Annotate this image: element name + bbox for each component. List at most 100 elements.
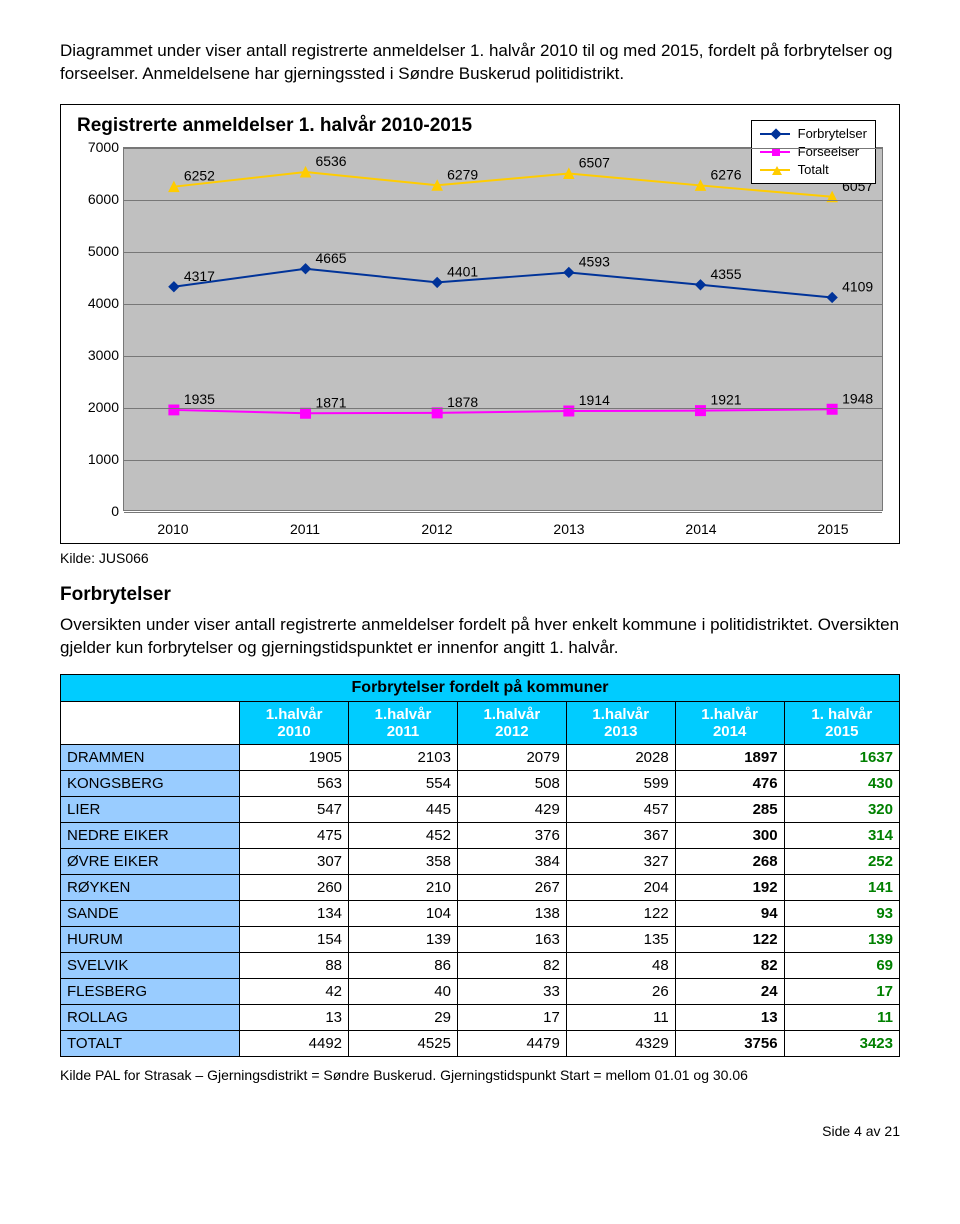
table-cell: 154	[240, 926, 349, 952]
svg-text:1914: 1914	[579, 392, 610, 408]
table-cell: 163	[457, 926, 566, 952]
x-tick: 2012	[421, 521, 452, 537]
table-cell: 93	[784, 900, 899, 926]
y-tick: 4000	[65, 295, 119, 311]
table-row-label: ØVRE EIKER	[61, 848, 240, 874]
table-cell: 94	[675, 900, 784, 926]
table-cell: 3756	[675, 1030, 784, 1056]
table-row-label: SVELVIK	[61, 952, 240, 978]
table-cell: 139	[784, 926, 899, 952]
table-cell: 563	[240, 770, 349, 796]
table-cell: 42	[240, 978, 349, 1004]
table-cell: 268	[675, 848, 784, 874]
table-cell: 11	[566, 1004, 675, 1030]
table-cell: 17	[457, 1004, 566, 1030]
legend-item: Forbrytelser	[760, 125, 867, 143]
table-row-label: LIER	[61, 796, 240, 822]
y-tick: 2000	[65, 399, 119, 415]
table-cell: 445	[349, 796, 458, 822]
table-cell: 11	[784, 1004, 899, 1030]
table-cell: 82	[675, 952, 784, 978]
table-cell: 135	[566, 926, 675, 952]
table-row-label: NEDRE EIKER	[61, 822, 240, 848]
table-cell: 327	[566, 848, 675, 874]
table-cell: 48	[566, 952, 675, 978]
y-tick: 0	[65, 503, 119, 519]
table-cell: 376	[457, 822, 566, 848]
svg-text:6276: 6276	[710, 166, 741, 182]
svg-text:6536: 6536	[315, 153, 346, 169]
table-cell: 122	[675, 926, 784, 952]
svg-text:4317: 4317	[184, 268, 215, 284]
table-cell: 139	[349, 926, 458, 952]
table-cell: 547	[240, 796, 349, 822]
table-cell: 33	[457, 978, 566, 1004]
table-cell: 1637	[784, 744, 899, 770]
svg-text:4401: 4401	[447, 263, 478, 279]
table-cell: 13	[675, 1004, 784, 1030]
table-cell: 4479	[457, 1030, 566, 1056]
table-cell: 3423	[784, 1030, 899, 1056]
table-cell: 13	[240, 1004, 349, 1030]
table-cell: 367	[566, 822, 675, 848]
chart-container: Registrerte anmeldelser 1. halvår 2010-2…	[60, 104, 900, 544]
table-cell: 554	[349, 770, 458, 796]
svg-text:4355: 4355	[710, 266, 741, 282]
table-cell: 192	[675, 874, 784, 900]
table-cell: 452	[349, 822, 458, 848]
table-cell: 17	[784, 978, 899, 1004]
table-header: 1.halvår2011	[349, 701, 458, 744]
legend-item: Totalt	[760, 161, 867, 179]
table-row-label: ROLLAG	[61, 1004, 240, 1030]
svg-text:1948: 1948	[842, 390, 873, 406]
y-tick: 3000	[65, 347, 119, 363]
y-tick: 6000	[65, 191, 119, 207]
table-row-label: HURUM	[61, 926, 240, 952]
table-cell: 82	[457, 952, 566, 978]
table-cell: 4492	[240, 1030, 349, 1056]
svg-text:4593: 4593	[579, 253, 610, 269]
section-heading: Forbrytelser	[60, 584, 900, 606]
table-cell: 267	[457, 874, 566, 900]
table-row-label: DRAMMEN	[61, 744, 240, 770]
table-footnote: Kilde PAL for Strasak – Gjerningsdistrik…	[60, 1067, 900, 1083]
table-cell: 204	[566, 874, 675, 900]
table-cell: 307	[240, 848, 349, 874]
table-cell: 122	[566, 900, 675, 926]
table-cell: 476	[675, 770, 784, 796]
table-cell: 86	[349, 952, 458, 978]
table-header: 1. halvår2015	[784, 701, 899, 744]
table-cell: 4525	[349, 1030, 458, 1056]
table-header: 1.halvår2013	[566, 701, 675, 744]
table-cell: 508	[457, 770, 566, 796]
table-row-label: FLESBERG	[61, 978, 240, 1004]
table-header-empty	[61, 701, 240, 744]
table-cell: 314	[784, 822, 899, 848]
table-cell: 285	[675, 796, 784, 822]
intro-paragraph: Diagrammet under viser antall registrert…	[60, 40, 900, 86]
table-cell: 141	[784, 874, 899, 900]
table-cell: 429	[457, 796, 566, 822]
table-title: Forbrytelser fordelt på kommuner	[61, 674, 900, 701]
x-tick: 2015	[817, 521, 848, 537]
table-cell: 210	[349, 874, 458, 900]
table-cell: 252	[784, 848, 899, 874]
table-cell: 138	[457, 900, 566, 926]
table-cell: 2079	[457, 744, 566, 770]
table-cell: 358	[349, 848, 458, 874]
x-tick: 2013	[553, 521, 584, 537]
table-cell: 88	[240, 952, 349, 978]
x-tick: 2010	[157, 521, 188, 537]
svg-text:6279: 6279	[447, 166, 478, 182]
table-cell: 599	[566, 770, 675, 796]
table-cell: 1905	[240, 744, 349, 770]
table-container: Forbrytelser fordelt på kommuner 1.halvå…	[60, 674, 900, 1057]
table-cell: 104	[349, 900, 458, 926]
x-tick: 2011	[290, 521, 320, 537]
table-row-label: RØYKEN	[61, 874, 240, 900]
table-cell: 2103	[349, 744, 458, 770]
table-cell: 29	[349, 1004, 458, 1030]
x-tick: 2014	[685, 521, 716, 537]
table-cell: 134	[240, 900, 349, 926]
table-header: 1.halvår2010	[240, 701, 349, 744]
